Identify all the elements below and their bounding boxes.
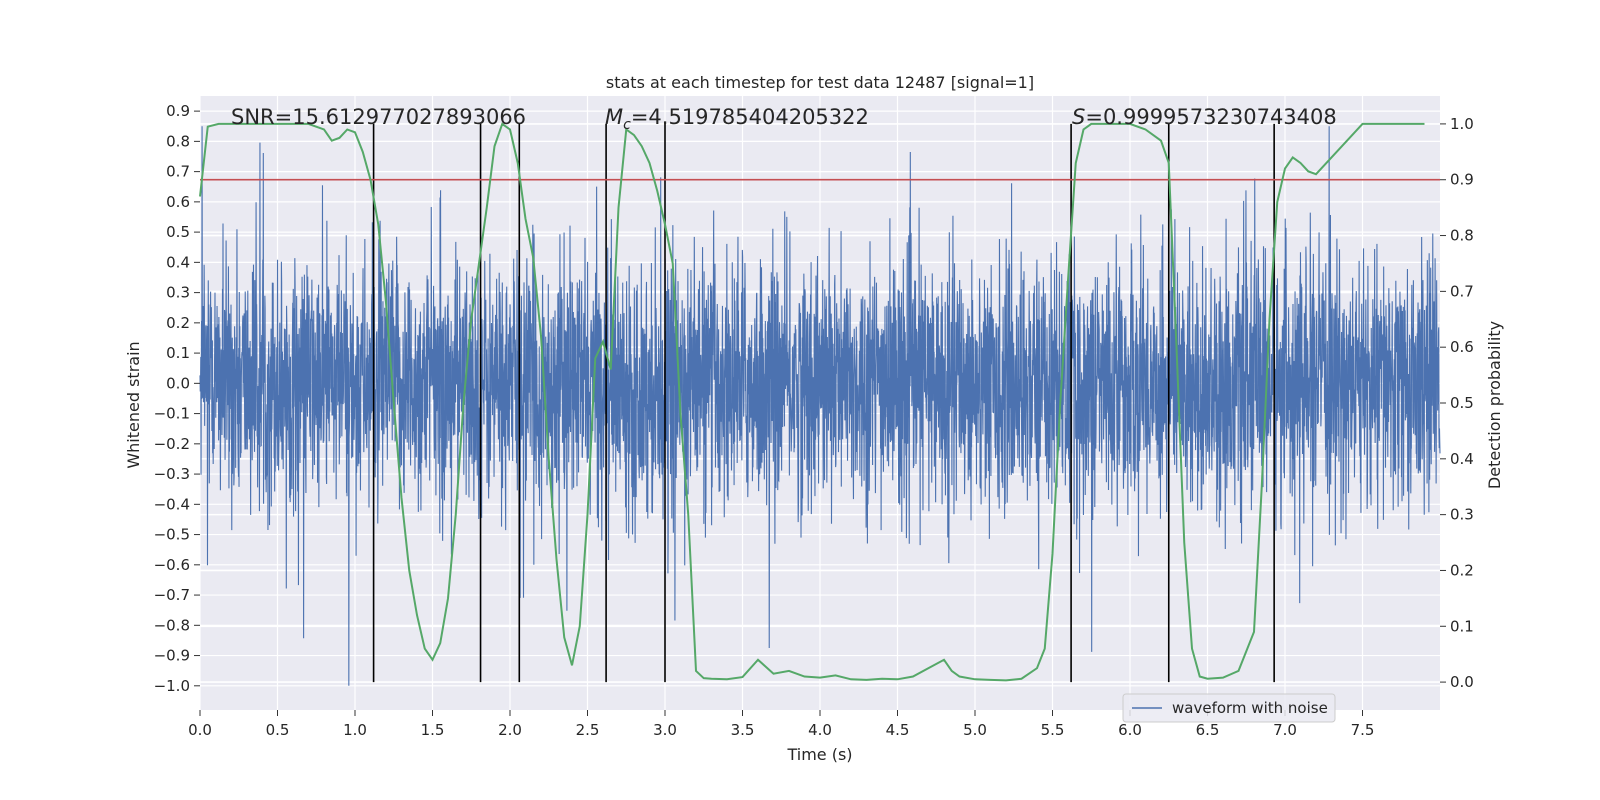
- x-tick-label: 2.5: [576, 721, 600, 739]
- y-tick-label: 0.7: [166, 163, 190, 181]
- x-tick-label: 1.5: [421, 721, 445, 739]
- legend-label: waveform with noise: [1172, 699, 1328, 717]
- y-right-tick-label: 0.7: [1450, 282, 1474, 300]
- y-tick-label: 0.4: [166, 253, 190, 271]
- y-tick-label: −0.9: [154, 647, 190, 665]
- y-right-tick-label: 0.0: [1450, 673, 1474, 691]
- y-right-tick-label: 1.0: [1450, 115, 1474, 133]
- y-right-tick-label: 0.9: [1450, 171, 1474, 189]
- probability-series: [199, 122, 1425, 682]
- y-right-tick-label: 0.3: [1450, 506, 1474, 524]
- x-axis-label: Time (s): [786, 745, 852, 764]
- x-tick-label: 7.0: [1273, 721, 1297, 739]
- x-tick-label: 2.0: [498, 721, 522, 739]
- waveform-line: [199, 126, 1441, 686]
- y-tick-label: −0.6: [154, 556, 190, 574]
- x-tick-label: 0.0: [188, 721, 212, 739]
- x-tick-label: 3.5: [731, 721, 755, 739]
- x-tick-label: 4.5: [886, 721, 910, 739]
- mc-symbol: M: [605, 105, 623, 129]
- y-tick-label: 0.0: [166, 374, 190, 392]
- mc-value: =4.519785404205322: [631, 105, 869, 129]
- y-axis-ticks: 0.9 0.8 0.7 0.6 0.5 0.4 0.3 0.2 0.1 0.0 −0.1 −0.2 −0…: [154, 102, 200, 695]
- y-right-tick-label: 0.2: [1450, 561, 1474, 579]
- legend: waveform with noise: [1122, 693, 1336, 723]
- y-tick-label: 0.6: [166, 193, 190, 211]
- y-tick-label: −0.8: [154, 616, 190, 634]
- detection-probability-line: [199, 122, 1425, 682]
- x-tick-label: 3.0: [653, 721, 677, 739]
- x-axis-ticks: 0.0 0.5 1.0 1.5 2.0 2.5 3.0 3.5 4.0 4.5 5.0 5.5 6.0 6…: [188, 710, 1374, 739]
- y-tick-label: −0.1: [154, 405, 190, 423]
- y-tick-label: −0.7: [154, 586, 190, 604]
- y-tick-label: 0.9: [166, 102, 190, 120]
- x-tick-label: 1.0: [343, 721, 367, 739]
- y-right-tick-label: 0.4: [1450, 450, 1474, 468]
- s-value: =0.9999573230743408: [1085, 105, 1336, 129]
- y-tick-label: 0.2: [166, 314, 190, 332]
- legend-box: [1122, 693, 1336, 723]
- mc-annotation: Mc=4.519785404205322: [605, 105, 869, 133]
- y-right-axis-label: Detection probability: [1485, 321, 1504, 489]
- x-tick-label: 5.0: [963, 721, 987, 739]
- y-axis-label: Whitened strain: [124, 341, 143, 468]
- x-tick-label: 5.5: [1041, 721, 1065, 739]
- x-tick-label: 4.0: [808, 721, 832, 739]
- mc-subscript: c: [623, 117, 631, 133]
- y-right-tick-label: 0.8: [1450, 227, 1474, 245]
- x-tick-label: 0.5: [266, 721, 290, 739]
- y-right-tick-label: 0.6: [1450, 338, 1474, 356]
- y-right-axis-ticks: 1.0 0.9 0.8 0.7 0.6 0.5 0.4 0.3 0.2 0.1 0.0: [1440, 115, 1474, 691]
- waveform-series: [199, 126, 1441, 686]
- vertical-lines: [372, 123, 1275, 683]
- y-tick-label: −1.0: [154, 677, 190, 695]
- y-tick-label: 0.1: [166, 344, 190, 362]
- y-tick-label: 0.8: [166, 132, 190, 150]
- snr-annotation: SNR=15.612977027893066: [231, 105, 526, 129]
- x-tick-label: 6.5: [1196, 721, 1220, 739]
- y-tick-label: −0.3: [154, 465, 190, 483]
- y-right-tick-label: 0.1: [1450, 617, 1474, 635]
- x-tick-label: 6.0: [1118, 721, 1142, 739]
- y-tick-label: −0.5: [154, 526, 190, 544]
- chart-title: stats at each timestep for test data 124…: [606, 73, 1034, 92]
- s-annotation: S=0.9999573230743408: [1072, 105, 1337, 129]
- y-tick-label: −0.4: [154, 495, 190, 513]
- x-tick-label: 7.5: [1351, 721, 1375, 739]
- s-symbol: S: [1072, 105, 1085, 129]
- y-tick-label: 0.5: [166, 223, 190, 241]
- y-tick-label: 0.3: [166, 284, 190, 302]
- y-tick-label: −0.2: [154, 435, 190, 453]
- y-right-tick-label: 0.5: [1450, 394, 1474, 412]
